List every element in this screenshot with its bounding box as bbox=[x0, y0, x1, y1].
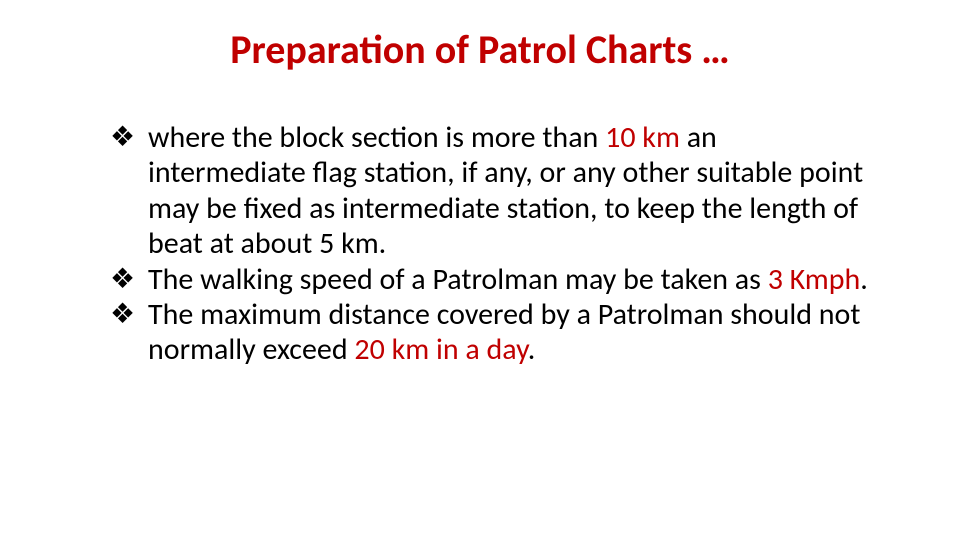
plain-text: . bbox=[860, 261, 868, 298]
diamond-bullet-icon: ❖ bbox=[110, 297, 144, 330]
plain-text: . bbox=[528, 331, 536, 368]
highlight-text: 3 Kmph bbox=[768, 261, 861, 298]
highlight-text: 20 km in a day bbox=[354, 331, 527, 368]
plain-text: where the block section is more than bbox=[148, 119, 605, 156]
list-item-text: where the block section is more than 10 … bbox=[148, 119, 863, 262]
plain-text: The walking speed of a Patrolman may be … bbox=[148, 261, 768, 298]
slide-title: Preparation of Patrol Charts … bbox=[0, 28, 960, 72]
list-item-text: The maximum distance covered by a Patrol… bbox=[148, 296, 860, 368]
slide: Preparation of Patrol Charts … ❖where th… bbox=[0, 0, 960, 540]
list-item-text: The walking speed of a Patrolman may be … bbox=[148, 261, 868, 298]
diamond-bullet-icon: ❖ bbox=[110, 262, 144, 295]
highlight-text: 10 km bbox=[605, 119, 687, 156]
bullet-list: ❖where the block section is more than 10… bbox=[110, 120, 880, 368]
list-item: ❖where the block section is more than 10… bbox=[110, 120, 880, 262]
list-item: ❖The maximum distance covered by a Patro… bbox=[110, 297, 880, 368]
diamond-bullet-icon: ❖ bbox=[110, 120, 144, 153]
list-item: ❖The walking speed of a Patrolman may be… bbox=[110, 262, 880, 297]
